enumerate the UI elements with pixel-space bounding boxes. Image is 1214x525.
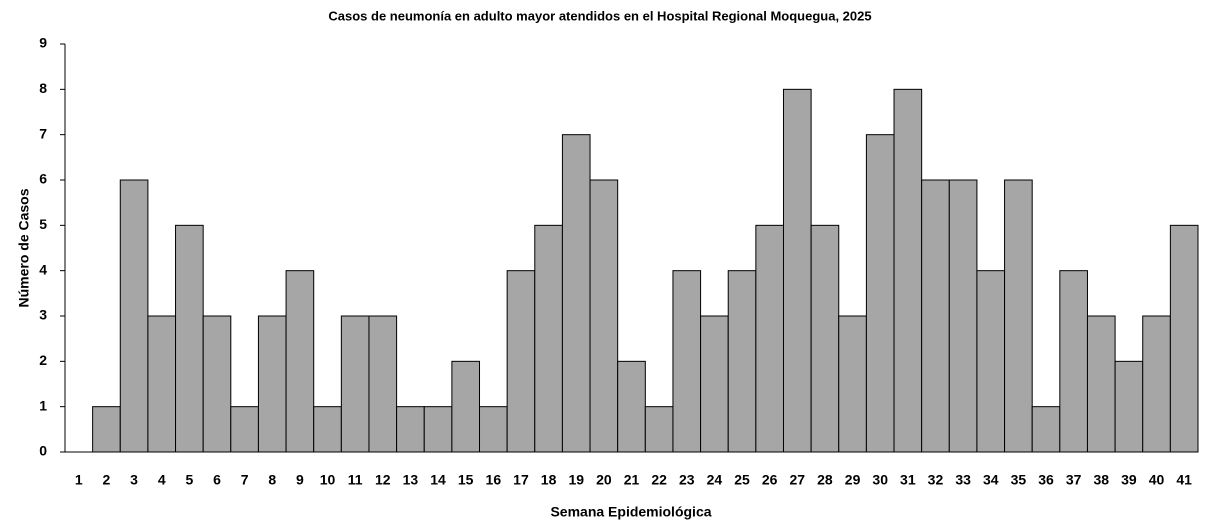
x-tick-label: 28 xyxy=(817,472,833,488)
bar xyxy=(727,270,757,453)
bar xyxy=(644,406,674,453)
x-tick-label: 31 xyxy=(900,472,916,488)
bar xyxy=(147,315,177,453)
x-tick-label: 41 xyxy=(1176,472,1192,488)
x-tick-label: 25 xyxy=(734,472,750,488)
x-tick-label: 5 xyxy=(185,472,193,488)
x-tick-label: 3 xyxy=(130,472,138,488)
y-tick-label: 7 xyxy=(39,125,47,141)
bar xyxy=(561,134,591,453)
bar xyxy=(313,406,342,453)
x-tick-label: 27 xyxy=(790,472,806,488)
bar xyxy=(396,406,425,453)
bar xyxy=(1086,315,1116,453)
x-tick-label: 4 xyxy=(158,472,166,488)
x-tick-label: 37 xyxy=(1066,472,1082,488)
bar xyxy=(672,270,702,453)
x-tick-label: 36 xyxy=(1038,472,1054,488)
x-tick-label: 23 xyxy=(679,472,695,488)
bar xyxy=(1169,224,1199,453)
x-tick-label: 1 xyxy=(75,472,83,488)
x-tick-label: 21 xyxy=(624,472,640,488)
y-tick-label: 2 xyxy=(39,352,47,368)
y-tick-label: 5 xyxy=(39,216,47,232)
bar xyxy=(948,179,978,453)
bar xyxy=(1004,179,1033,453)
bar xyxy=(1142,315,1171,453)
x-tick-label: 34 xyxy=(983,472,999,488)
bar xyxy=(921,179,950,453)
bar xyxy=(506,270,536,453)
x-tick-label: 17 xyxy=(513,472,529,488)
bar xyxy=(285,270,315,453)
x-tick-label: 32 xyxy=(928,472,944,488)
x-tick-label: 35 xyxy=(1011,472,1027,488)
y-tick-label: 9 xyxy=(39,35,47,51)
bar xyxy=(589,179,619,453)
bar xyxy=(368,315,398,453)
bar xyxy=(810,224,840,453)
x-tick-label: 30 xyxy=(872,472,888,488)
bar xyxy=(976,270,1006,453)
bar xyxy=(423,406,453,453)
x-tick-label: 22 xyxy=(651,472,667,488)
bar xyxy=(755,224,784,453)
bar xyxy=(451,360,481,453)
x-tick-label: 18 xyxy=(541,472,557,488)
x-tick-label: 16 xyxy=(486,472,502,488)
x-axis-label: Semana Epidemiológica xyxy=(550,504,711,520)
x-tick-label: 40 xyxy=(1149,472,1165,488)
x-tick-label: 29 xyxy=(845,472,861,488)
bar xyxy=(865,134,895,453)
bar xyxy=(782,88,812,453)
bar xyxy=(1114,360,1144,453)
bar xyxy=(92,406,121,453)
y-tick-label: 3 xyxy=(39,307,47,323)
bar xyxy=(340,315,370,453)
x-tick-label: 7 xyxy=(241,472,249,488)
x-tick-label: 15 xyxy=(458,472,474,488)
bar xyxy=(700,315,729,453)
y-tick-label: 6 xyxy=(39,171,47,187)
x-tick-label: 14 xyxy=(430,472,446,488)
x-tick-label: 13 xyxy=(403,472,419,488)
x-tick-label: 39 xyxy=(1121,472,1137,488)
y-tick-label: 0 xyxy=(39,443,47,459)
x-tick-label: 10 xyxy=(320,472,336,488)
x-tick-label: 19 xyxy=(568,472,584,488)
bar xyxy=(893,88,923,453)
y-tick-label: 1 xyxy=(39,397,47,413)
x-tick-label: 12 xyxy=(375,472,391,488)
x-tick-label: 24 xyxy=(707,472,723,488)
x-tick-label: 9 xyxy=(296,472,304,488)
bar xyxy=(230,406,259,453)
y-tick-label: 8 xyxy=(39,80,47,96)
bar xyxy=(119,179,149,453)
x-tick-label: 11 xyxy=(348,472,363,488)
bar xyxy=(479,406,508,453)
bar xyxy=(617,360,646,453)
x-tick-label: 33 xyxy=(955,472,971,488)
bar xyxy=(838,315,867,453)
bar xyxy=(175,224,204,453)
y-axis-label: Número de Casos xyxy=(16,188,32,307)
x-tick-label: 26 xyxy=(762,472,778,488)
x-tick-label: 38 xyxy=(1093,472,1109,488)
y-tick-label: 4 xyxy=(39,261,47,277)
x-tick-label: 20 xyxy=(596,472,612,488)
x-tick-label: 8 xyxy=(268,472,276,488)
x-tick-label: 6 xyxy=(213,472,221,488)
x-tick-label: 2 xyxy=(103,472,111,488)
bar xyxy=(534,224,563,453)
chart-title: Casos de neumonía en adulto mayor atendi… xyxy=(328,8,871,23)
bar xyxy=(257,315,287,453)
bar xyxy=(1031,406,1061,453)
bar xyxy=(1059,270,1088,453)
bar xyxy=(202,315,232,453)
